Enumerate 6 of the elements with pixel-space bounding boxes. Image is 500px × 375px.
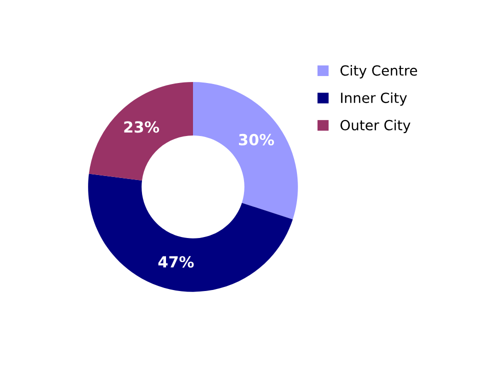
data-label: 23% [124,121,160,133]
data-label: 47% [158,256,194,268]
legend-label: Outer City [340,120,410,134]
legend-label: City Centre [340,65,418,78]
legend-label: Inner City [341,92,407,106]
data-label: 30% [238,134,274,146]
